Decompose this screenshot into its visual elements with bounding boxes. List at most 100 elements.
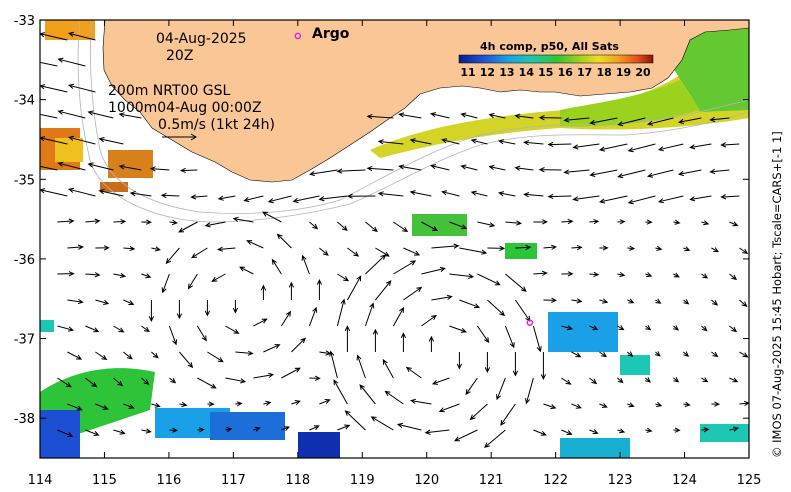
current-vector-arrow — [589, 219, 600, 225]
current-vector-arrow — [599, 245, 609, 251]
current-vector-arrow — [365, 254, 387, 275]
current-vector-arrow — [308, 169, 338, 177]
current-vector-arrow — [347, 247, 360, 257]
current-vector-arrow — [739, 351, 749, 358]
current-vector-arrow — [469, 403, 488, 421]
current-vector-arrow — [392, 306, 405, 327]
y-tick-label: -34 — [14, 94, 35, 109]
depth-label-1: 200m NRT00 GSL — [108, 83, 231, 99]
current-vector-arrow — [497, 191, 516, 197]
x-tick-label: 115 — [92, 473, 117, 488]
current-vector-arrow — [113, 377, 124, 387]
map-frame — [39, 19, 750, 459]
current-vector-arrow — [253, 426, 261, 432]
y-tick-label: -38 — [14, 412, 35, 427]
current-vector-arrow — [571, 351, 582, 358]
sst-legend-tick: 11 — [460, 66, 475, 79]
current-vector-arrow — [711, 299, 719, 306]
current-vector-arrow — [67, 244, 84, 250]
current-vector-arrow — [431, 243, 460, 249]
current-vector-arrow — [654, 351, 661, 357]
sst-legend-tick: 13 — [499, 66, 514, 79]
current-vector-arrow — [197, 377, 217, 389]
current-vector-arrow — [538, 167, 562, 173]
current-vector-arrow — [113, 325, 125, 333]
current-vector-arrow — [449, 273, 475, 279]
current-vector-arrow — [95, 245, 110, 251]
current-vector-arrow — [57, 429, 74, 437]
current-vector-arrow — [225, 377, 247, 384]
current-vector-arrow — [709, 168, 730, 175]
current-vector-arrow — [543, 403, 557, 410]
current-vector-arrow — [627, 245, 636, 251]
current-vector-arrow — [141, 219, 152, 225]
current-vector-arrow — [40, 61, 58, 67]
current-vector-arrow — [532, 325, 542, 353]
current-vector-arrow — [263, 400, 272, 406]
current-vector-arrow — [729, 273, 738, 281]
current-vector-arrow — [488, 112, 506, 119]
current-vector-arrow — [253, 372, 275, 379]
current-vector-arrow — [346, 275, 362, 301]
x-tick-label: 116 — [156, 473, 181, 488]
current-vector-arrow — [711, 351, 719, 358]
current-vector-arrow — [729, 221, 739, 227]
current-vector-arrow — [438, 403, 460, 413]
scale-label: 0.5m/s (1kt 24h) — [158, 117, 275, 133]
current-vector-arrow — [123, 299, 135, 306]
x-tick-label: 114 — [28, 473, 53, 488]
current-vector-arrow — [260, 284, 267, 300]
current-vector-arrow — [589, 429, 599, 435]
current-vector-arrow — [488, 164, 506, 171]
argo-markers — [294, 32, 534, 326]
current-vector-arrow — [598, 195, 628, 204]
current-vector-arrow — [179, 167, 198, 174]
current-vector-arrow — [627, 351, 634, 357]
current-vector-arrow — [246, 240, 264, 249]
sst-colorbar — [458, 54, 654, 64]
current-vector-arrow — [599, 351, 608, 358]
current-vector-arrow — [533, 270, 548, 276]
current-vector-arrow — [655, 245, 663, 251]
current-vector-arrow — [232, 300, 239, 314]
current-vector-arrow — [453, 429, 478, 442]
current-vector-arrow — [375, 280, 392, 301]
current-vector-arrow — [288, 281, 295, 300]
current-vector-arrow — [409, 190, 432, 197]
current-vector-arrow — [217, 195, 236, 201]
current-vector-arrow — [337, 424, 351, 431]
current-vector-arrow — [572, 143, 600, 150]
current-vector-arrow — [57, 57, 86, 67]
current-vector-arrow — [318, 195, 348, 202]
current-vector-arrow — [113, 272, 127, 278]
current-vector-arrow — [276, 233, 292, 249]
current-vector-arrow — [589, 377, 598, 385]
current-vector-arrow — [589, 169, 618, 177]
current-vector-arrow — [377, 191, 404, 197]
x-tick-label: 125 — [737, 473, 762, 488]
current-vector-arrow — [431, 377, 450, 385]
current-vector-arrow — [701, 220, 710, 226]
current-vector-arrow — [400, 332, 407, 352]
current-vector-arrow — [547, 141, 572, 148]
current-vector-arrow — [204, 221, 226, 228]
current-vector-arrow — [470, 190, 488, 197]
sst-legend-tick: 18 — [596, 66, 611, 79]
current-vector-arrow — [673, 427, 681, 433]
current-vector-arrow — [336, 298, 346, 327]
current-vector-arrow — [118, 112, 142, 119]
current-vector-arrow — [563, 169, 590, 175]
current-vector-arrow — [123, 403, 135, 409]
current-vector-arrow — [571, 244, 583, 251]
current-vector-arrow — [87, 110, 114, 119]
current-vector-arrow — [40, 113, 58, 119]
current-vector-arrow — [366, 113, 394, 120]
current-vector-arrow — [176, 300, 183, 320]
current-vector-arrow — [523, 192, 544, 198]
current-vector-arrow — [333, 379, 348, 405]
current-vector-arrow — [617, 272, 626, 278]
current-vector-arrow — [57, 161, 86, 171]
current-vector-arrow — [160, 192, 180, 199]
current-vector-arrow — [589, 325, 599, 331]
